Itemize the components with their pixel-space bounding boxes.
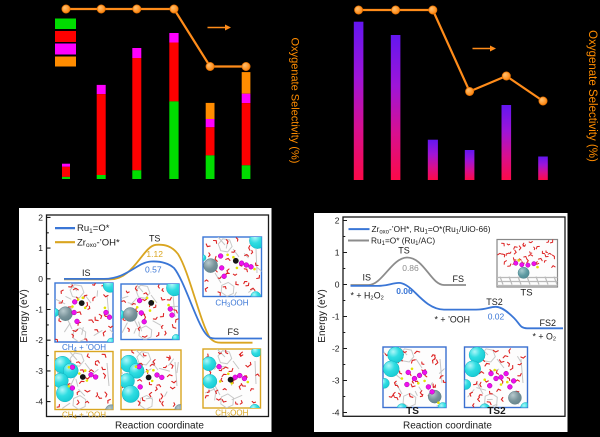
svg-text:-3: -3 <box>35 366 43 376</box>
svg-text:CH3OOH: CH3OOH <box>215 409 248 420</box>
svg-text:Oxygenate Selectivity (%): Oxygenate Selectivity (%) <box>289 38 301 164</box>
svg-text:1.12: 1.12 <box>146 249 163 259</box>
svg-text:-4: -4 <box>332 408 340 418</box>
svg-text:TS: TS <box>406 406 419 417</box>
svg-text:1: 1 <box>38 243 43 253</box>
svg-text:TS2: TS2 <box>487 406 506 417</box>
svg-text:-1: -1 <box>332 312 340 322</box>
svg-text:-1: -1 <box>35 305 43 315</box>
svg-text:TS: TS <box>398 246 410 256</box>
svg-text:0: 0 <box>335 280 340 290</box>
svg-text:* + H₂O₂: * + H₂O₂ <box>351 291 384 301</box>
svg-text:-2: -2 <box>35 335 43 345</box>
svg-text:-4: -4 <box>35 397 43 407</box>
svg-text:TS: TS <box>149 234 161 244</box>
svg-text:Reaction coordinate: Reaction coordinate <box>115 421 204 432</box>
svg-text:* + O₂: * + O₂ <box>533 332 557 342</box>
svg-text:Ru1=O* (Ru1/AC): Ru1=O* (Ru1/AC) <box>371 236 435 248</box>
svg-text:FS: FS <box>453 274 465 284</box>
svg-text:2: 2 <box>335 216 340 226</box>
svg-text:-2: -2 <box>332 344 340 354</box>
svg-text:CH3OOH: CH3OOH <box>215 299 248 310</box>
svg-text:Zroxo-’OH*, Ru1=O*(Ru1/UiO-66): Zroxo-’OH*, Ru1=O*(Ru1/UiO-66) <box>372 224 491 236</box>
svg-text:0.57: 0.57 <box>145 265 162 275</box>
svg-text:0.02: 0.02 <box>488 312 505 322</box>
svg-text:-3: -3 <box>332 376 340 386</box>
svg-text:2: 2 <box>38 212 43 222</box>
svg-text:CH4 + ’OOH: CH4 + ’OOH <box>62 343 106 354</box>
svg-text:1: 1 <box>335 248 340 258</box>
svg-text:Ru1=O*: Ru1=O* <box>77 223 110 235</box>
svg-text:Oxygenate Selectivity (%): Oxygenate Selectivity (%) <box>586 30 598 162</box>
svg-text:IS: IS <box>82 268 91 278</box>
svg-text:Energy (eV): Energy (eV) <box>19 289 30 342</box>
svg-text:Energy (eV): Energy (eV) <box>317 289 328 342</box>
svg-text:FS2: FS2 <box>540 318 557 328</box>
svg-text:TS2: TS2 <box>486 297 503 307</box>
svg-text:FS: FS <box>228 327 240 337</box>
svg-text:Zroxo-’OH*: Zroxo-’OH* <box>77 237 120 249</box>
svg-text:IS: IS <box>363 273 372 283</box>
svg-text:Reaction coordinate: Reaction coordinate <box>403 420 492 431</box>
svg-text:CH4 + ’OOH: CH4 + ’OOH <box>62 411 106 422</box>
svg-text:TS: TS <box>520 287 532 298</box>
svg-text:0: 0 <box>38 274 43 284</box>
svg-text:* + ’OOH: * + ’OOH <box>435 315 470 325</box>
svg-text:0.06: 0.06 <box>396 286 413 296</box>
svg-text:0.86: 0.86 <box>402 263 419 273</box>
